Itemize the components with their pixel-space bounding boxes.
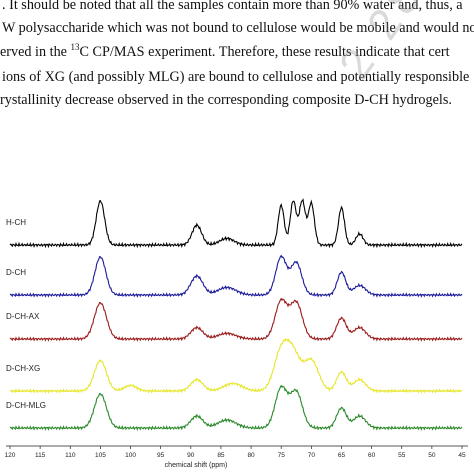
x-axis-label: chemical shift (ppm): [165, 462, 228, 469]
series-label-d-ch: D-CH: [6, 268, 26, 277]
nmr-spectra-figure: H-CH D-CH D-CH-AX D-CH-XG D-CH-MLG 120 115 110…: [5, 198, 468, 469]
spectra-series-group: [9, 198, 463, 432]
paragraph-line-1: . It should be noted that all the sample…: [2, 0, 463, 13]
series-label-d-ch-ax: D-CH-AX: [6, 312, 40, 321]
paragraph-line-2: W polysaccharide which was not bound to …: [2, 20, 474, 36]
x-tick-label: 105: [95, 452, 106, 459]
paragraph-line-3-start: erved in the: [0, 44, 71, 60]
x-tick-label: 65: [338, 452, 346, 459]
x-axis-ticks: 120 115 110 105 100 95 90 85 80 75 70 65 60 55 50 45: [5, 446, 466, 459]
spectrum-line-d-ch-ax: [9, 297, 463, 342]
x-tick-label: 110: [65, 452, 76, 459]
paragraph-line-3: erved in the 13C CP/MAS experiment. Ther…: [0, 41, 450, 65]
spectra-label-group: H-CH D-CH D-CH-AX D-CH-XG D-CH-MLG: [6, 218, 46, 410]
paragraph-line-3-end: C CP/MAS experiment. Therefore, these re…: [79, 44, 450, 60]
isotope-superscript: 13: [70, 42, 80, 52]
x-tick-label: 90: [187, 452, 195, 459]
series-label-h-ch: H-CH: [6, 218, 26, 227]
x-tick-label: 100: [125, 452, 136, 459]
series-label-d-ch-xg: D-CH-XG: [6, 364, 40, 373]
x-tick-label: 120: [5, 452, 16, 459]
x-tick-label: 60: [368, 452, 376, 459]
spectrum-line-h-ch: [9, 198, 463, 249]
x-tick-label: 75: [278, 452, 286, 459]
series-label-d-ch-mlg: D-CH-MLG: [6, 401, 46, 410]
spectrum-line-d-ch: [9, 254, 463, 298]
paragraph-line-4: ions of XG (and possibly MLG) are bound …: [2, 69, 470, 85]
x-tick-label: 70: [308, 452, 316, 459]
spectrum-line-d-ch-mlg: [9, 384, 463, 432]
x-tick-label: 95: [157, 452, 165, 459]
x-tick-label: 85: [217, 452, 225, 459]
paragraph-line-5: rystallinity decrease observed in the co…: [0, 92, 452, 108]
x-tick-label: 45: [458, 452, 466, 459]
x-tick-label: 50: [428, 452, 436, 459]
x-tick-label: 115: [35, 452, 46, 459]
spectrum-line-d-ch-xg: [9, 338, 463, 394]
x-tick-label: 55: [398, 452, 406, 459]
x-tick-label: 80: [247, 452, 255, 459]
